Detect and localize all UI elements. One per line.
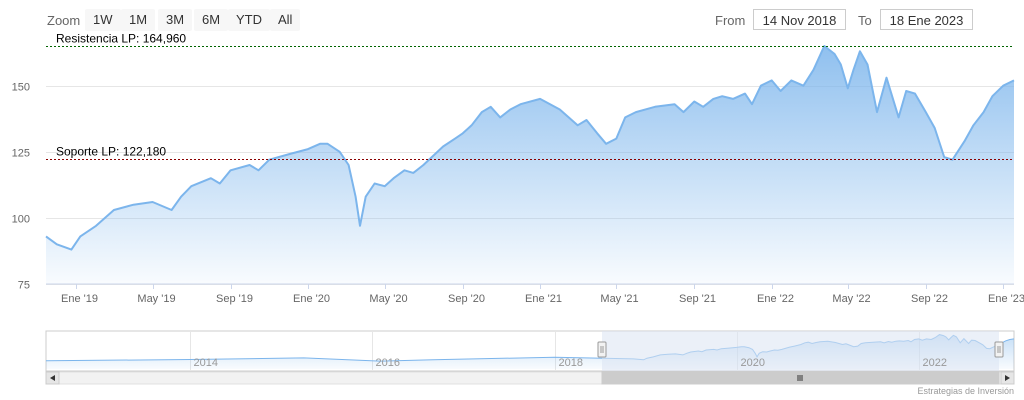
series-area: [46, 46, 1014, 284]
from-date-input[interactable]: 14 Nov 2018: [753, 9, 846, 30]
x-tick-label: Ene '19: [61, 293, 98, 305]
y-tick-label: 150: [12, 82, 30, 94]
to-date-input[interactable]: 18 Ene 2023: [880, 9, 973, 30]
chart-credit[interactable]: Estrategias de Inversión: [917, 386, 1014, 396]
resistance-label: Resistencia LP: 164,960: [56, 32, 186, 46]
level-annotations: Resistencia LP: 164,960 Soporte LP: 122,1…: [46, 32, 1014, 160]
x-tick-label: Sep '22: [911, 293, 948, 305]
zoom-ytd-button[interactable]: YTD: [228, 9, 270, 31]
navigator-years: 2014 2016 2018 2020 2022: [194, 357, 947, 369]
zoom-1m-button[interactable]: 1M: [121, 9, 156, 31]
to-label: To: [858, 13, 872, 28]
navigator-year-label: 2022: [923, 357, 947, 369]
navigator-scrollbar[interactable]: [45, 371, 1015, 385]
arrow-right-icon: [1005, 375, 1010, 381]
arrow-left-icon: [50, 375, 55, 381]
zoom-6m-button[interactable]: 6M: [194, 9, 229, 31]
x-tick-label: Ene '21: [525, 293, 562, 305]
x-tick-label: May '21: [600, 293, 638, 305]
zoom-label: Zoom: [47, 13, 81, 28]
navigator-right-handle[interactable]: [994, 341, 1004, 358]
from-label: From: [715, 13, 746, 28]
support-label: Soporte LP: 122,180: [56, 145, 166, 159]
x-tick-label: Ene '20: [293, 293, 330, 305]
x-tick-label: Sep '20: [448, 293, 485, 305]
series-line: [45, 45, 1015, 251]
x-tick-label: Sep '21: [679, 293, 716, 305]
navigator[interactable]: 2014 2016 2018 2020 2022: [45, 330, 1015, 372]
x-tick-label: May '22: [832, 293, 870, 305]
zoom-all-button[interactable]: All: [270, 9, 301, 31]
x-tick-label: Ene '23: [988, 293, 1024, 305]
range-selector-toolbar: Zoom 1W 1M 3M 6M YTD All From 14 Nov 201…: [0, 0, 1024, 40]
zoom-1w-button[interactable]: 1W: [85, 9, 121, 31]
x-tick-label: Ene '22: [757, 293, 794, 305]
y-axis: 75 100 125 150: [12, 82, 30, 292]
x-tick-label: Sep '19: [216, 293, 253, 305]
x-tick-label: May '20: [369, 293, 407, 305]
navigator-year-label: 2016: [376, 357, 400, 369]
zoom-3m-button[interactable]: 3M: [158, 9, 193, 31]
navigator-year-label: 2020: [741, 357, 765, 369]
y-tick-label: 125: [12, 148, 30, 160]
x-axis: Ene '19 May '19 Sep '19 Ene '20 May '20 Sep '…: [61, 284, 1024, 305]
x-tick-label: May '19: [137, 293, 175, 305]
y-tick-label: 75: [18, 280, 30, 292]
navigator-selection[interactable]: [602, 331, 999, 371]
navigator-year-label: 2014: [194, 357, 218, 369]
navigator-year-label: 2018: [559, 357, 583, 369]
navigator-left-handle[interactable]: [597, 341, 607, 358]
y-tick-label: 100: [12, 214, 30, 226]
